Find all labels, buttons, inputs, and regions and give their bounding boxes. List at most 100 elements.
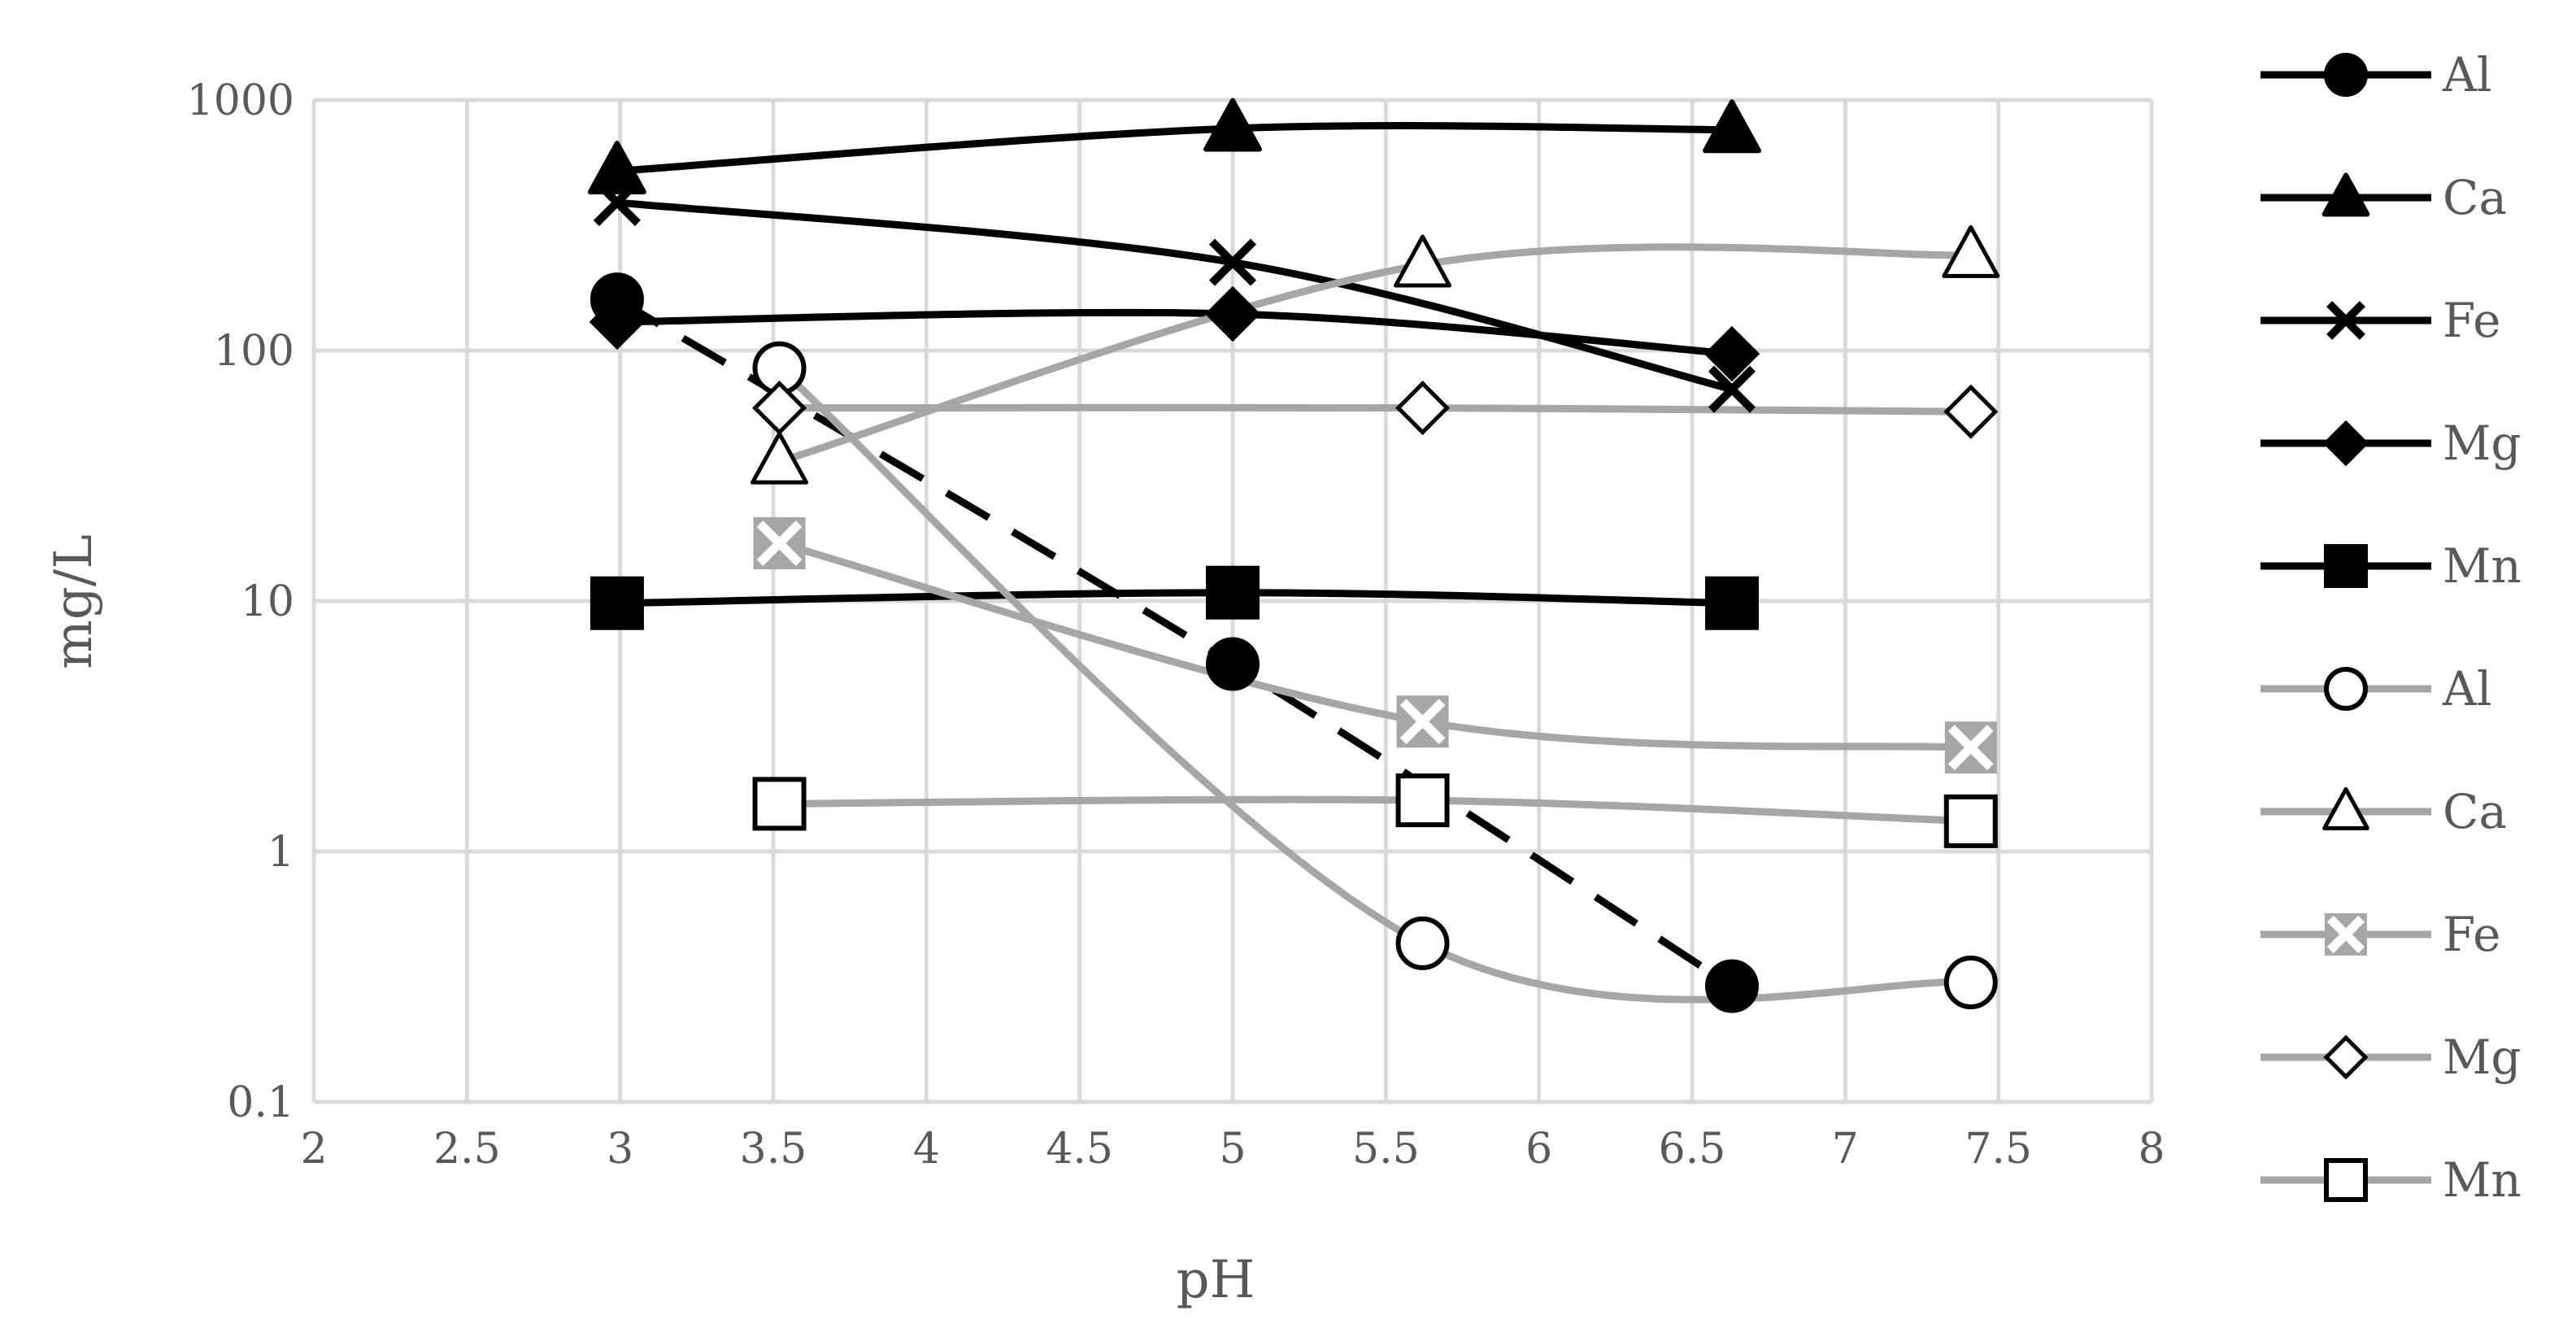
legend-label: Ca — [2443, 170, 2507, 225]
legend-item: Fe — [2261, 907, 2500, 962]
legend-label: Mg — [2443, 416, 2522, 471]
marker-shape — [1708, 365, 1756, 413]
y-tick-label: 10 — [241, 577, 294, 626]
x-tick-label: 4 — [913, 1125, 940, 1174]
marker-shape — [1943, 956, 1998, 1010]
legend-marker — [2325, 913, 2367, 956]
legend-marker — [2321, 172, 2370, 217]
data-point — [1943, 384, 1999, 439]
legend: Al Ca Fe Mg Mn Al Ca Fe Mg Mn — [2261, 47, 2522, 1208]
data-point — [1704, 325, 1760, 382]
y-tick-label: 0.1 — [227, 1078, 294, 1127]
data-point — [1395, 773, 1450, 828]
data-point — [1943, 956, 1998, 1010]
x-tick-label: 2 — [300, 1125, 327, 1174]
x-axis-title: pH — [1177, 1250, 1255, 1310]
legend-item: Mg — [2261, 416, 2522, 471]
x-tick-label: 5.5 — [1352, 1125, 1420, 1174]
marker-shape — [2324, 53, 2368, 97]
data-point — [589, 294, 646, 351]
marker-shape — [1395, 916, 1450, 970]
marker-shape — [1399, 699, 1446, 745]
y-axis-title: mg/L — [44, 534, 104, 669]
data-point — [1704, 959, 1759, 1013]
data-point — [1206, 565, 1260, 620]
marker-shape — [1203, 98, 1262, 152]
marker-shape — [1702, 99, 1761, 154]
y-tick-label: 1000 — [187, 76, 294, 125]
marker-shape — [1394, 234, 1452, 288]
marker-shape — [2323, 1034, 2369, 1080]
marker-shape — [1206, 565, 1260, 620]
data-point — [587, 140, 646, 194]
data-point — [1206, 637, 1260, 691]
marker-shape — [751, 431, 809, 485]
legend-marker — [2324, 53, 2368, 97]
legend-item: Ca — [2261, 784, 2507, 839]
x-tick-label: 6.5 — [1659, 1125, 1726, 1174]
legend-item: Mn — [2261, 1152, 2522, 1208]
data-point — [1208, 238, 1257, 286]
series-line-6 — [776, 243, 1975, 466]
x-tick-label: 3.5 — [740, 1125, 807, 1174]
marker-shape — [2324, 667, 2368, 711]
marker-shape — [587, 140, 646, 194]
series-line-9 — [776, 795, 1975, 825]
legend-label: Fe — [2443, 293, 2500, 348]
x-tick-label: 5 — [1219, 1125, 1246, 1174]
legend-label: Mn — [2443, 538, 2522, 594]
data-point — [1204, 285, 1261, 342]
legend-marker — [2324, 544, 2368, 588]
marker-shape — [1395, 773, 1450, 828]
data-point — [1942, 224, 2000, 278]
marker-shape — [1395, 381, 1451, 436]
data-point — [1395, 381, 1451, 436]
marker-shape — [751, 381, 807, 436]
series-markers — [587, 98, 2000, 1013]
legend-item: Al — [2261, 47, 2491, 102]
x-tick-label: 8 — [2138, 1125, 2165, 1174]
data-point — [1704, 576, 1759, 630]
data-point — [751, 431, 809, 485]
data-point — [1702, 99, 1761, 154]
legend-label: Mg — [2443, 1030, 2522, 1085]
y-axis-ticks: 0.1 1 10 100 1000 — [187, 76, 294, 1127]
marker-shape — [2326, 301, 2365, 340]
marker-shape — [1204, 285, 1261, 342]
legend-item: Fe — [2261, 293, 2500, 348]
data-point — [1203, 98, 1262, 152]
legend-marker — [2322, 420, 2369, 467]
data-point — [1944, 721, 1997, 774]
data-point — [753, 517, 806, 570]
marker-shape — [590, 576, 644, 630]
y-tick-label: 100 — [214, 327, 294, 376]
legend-marker — [2323, 1034, 2369, 1080]
x-tick-label: 4.5 — [1046, 1125, 1113, 1174]
series-line-5 — [776, 364, 1975, 1004]
data-point — [1396, 695, 1449, 748]
marker-shape — [1943, 794, 1998, 848]
marker-shape — [1704, 325, 1760, 382]
marker-shape — [1943, 384, 1999, 439]
legend-item: Ca — [2261, 170, 2507, 225]
data-point — [751, 381, 807, 436]
x-tick-label: 7 — [1832, 1125, 1859, 1174]
marker-shape — [1704, 959, 1759, 1013]
marker-shape — [756, 520, 803, 566]
data-point — [1395, 916, 1450, 970]
marker-shape — [2324, 544, 2368, 588]
legend-item: Mn — [2261, 538, 2522, 594]
x-tick-label: 6 — [1525, 1125, 1552, 1174]
data-point — [1708, 365, 1756, 413]
marker-shape — [752, 777, 807, 831]
x-tick-label: 2.5 — [433, 1125, 501, 1174]
series-line-7 — [776, 539, 1975, 751]
legend-item: Mg — [2261, 1030, 2522, 1085]
y-tick-label: 1 — [268, 828, 294, 877]
marker-shape — [2322, 786, 2369, 830]
marker-shape — [1942, 224, 2000, 278]
data-point — [752, 777, 807, 831]
legend-label: Ca — [2443, 784, 2507, 839]
marker-shape — [1947, 725, 1994, 771]
